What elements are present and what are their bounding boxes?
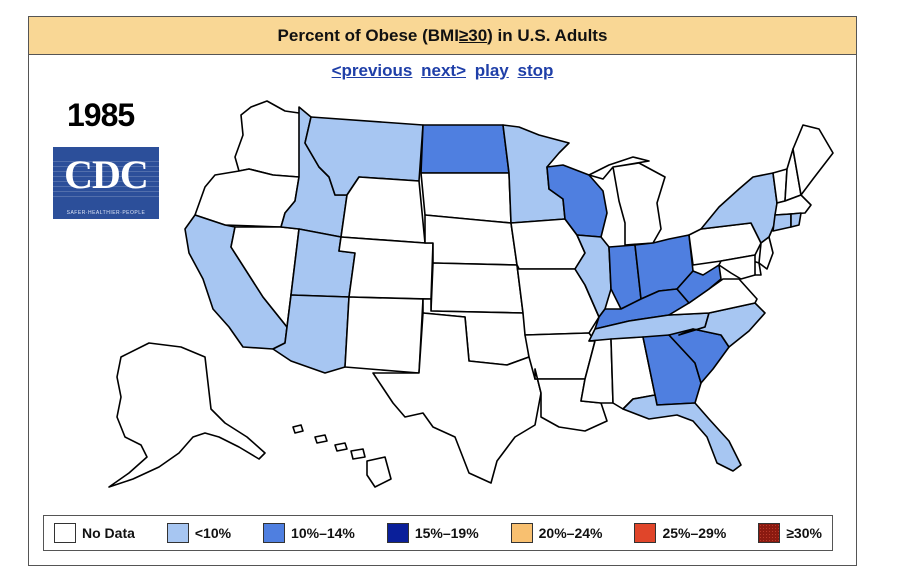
state-MD <box>718 254 756 280</box>
legend-label: ≥30% <box>786 525 822 541</box>
legend-item-no_data: No Data <box>54 523 135 543</box>
state-FL <box>622 394 742 472</box>
chart-frame: Percent of Obese (BMI ≥30) in U.S. Adult… <box>28 16 857 566</box>
play-link[interactable]: play <box>474 61 509 80</box>
legend-swatch <box>758 523 781 543</box>
legend-item-r15_19: 15%–19% <box>386 523 479 543</box>
state-AK <box>108 342 266 488</box>
legend-swatch <box>54 523 76 543</box>
state-WY <box>340 176 426 244</box>
year-label: 1985 <box>67 97 135 133</box>
stop-link[interactable]: stop <box>517 61 554 80</box>
state-NM <box>344 296 424 374</box>
title-threshold: ≥30 <box>458 25 488 45</box>
legend-item-r25_29: 25%–29% <box>634 523 726 543</box>
legend-label: 20%–24% <box>538 525 603 541</box>
state-WV <box>676 264 722 304</box>
logo-letters: CDC <box>64 152 149 197</box>
legend-swatch <box>510 523 533 543</box>
animation-nav: <previous next> play stop <box>29 61 856 81</box>
state-CT <box>772 213 792 232</box>
logo-tagline: SAFER·HEALTHIER·PEOPLE <box>66 210 146 216</box>
state-MI <box>588 156 666 246</box>
legend-item-lt10: <10% <box>166 523 232 543</box>
legend-label: 25%–29% <box>662 525 727 541</box>
legend-swatch <box>263 523 286 543</box>
previous-link[interactable]: <previous <box>331 61 413 80</box>
state-RI <box>790 212 802 228</box>
state-CO <box>338 236 434 300</box>
legend-item-ge30: ≥30% <box>758 523 822 543</box>
us-map <box>108 100 834 488</box>
legend-item-r10_14: 10%–14% <box>263 523 355 543</box>
state-NC <box>678 302 766 348</box>
page-title: Percent of Obese (BMI ≥30) in U.S. Adult… <box>29 17 856 55</box>
state-HI <box>292 424 392 488</box>
state-MT <box>304 116 424 196</box>
state-NE <box>424 214 518 266</box>
state-NJ <box>758 236 774 270</box>
legend-swatch <box>166 523 189 543</box>
legend-label: No Data <box>82 525 135 541</box>
legend-label: 15%–19% <box>414 525 479 541</box>
legend-swatch <box>386 523 409 543</box>
state-KS <box>430 262 524 314</box>
legend-item-r20_24: 20%–24% <box>510 523 603 543</box>
legend-swatch <box>634 523 657 543</box>
legend: No Data <10% 10%–14% 15%–19% 20%–24% 25%–29% ≥… <box>43 515 833 551</box>
legend-label: 10%–14% <box>291 525 355 541</box>
title-suffix: ) in U.S. Adults <box>487 25 608 45</box>
state-ME <box>792 124 834 196</box>
state-TX <box>372 312 542 484</box>
legend-label: <10% <box>194 525 232 541</box>
state-ND <box>420 124 510 174</box>
next-link[interactable]: next> <box>421 61 467 80</box>
title-prefix: Percent of Obese (BMI <box>277 25 459 45</box>
